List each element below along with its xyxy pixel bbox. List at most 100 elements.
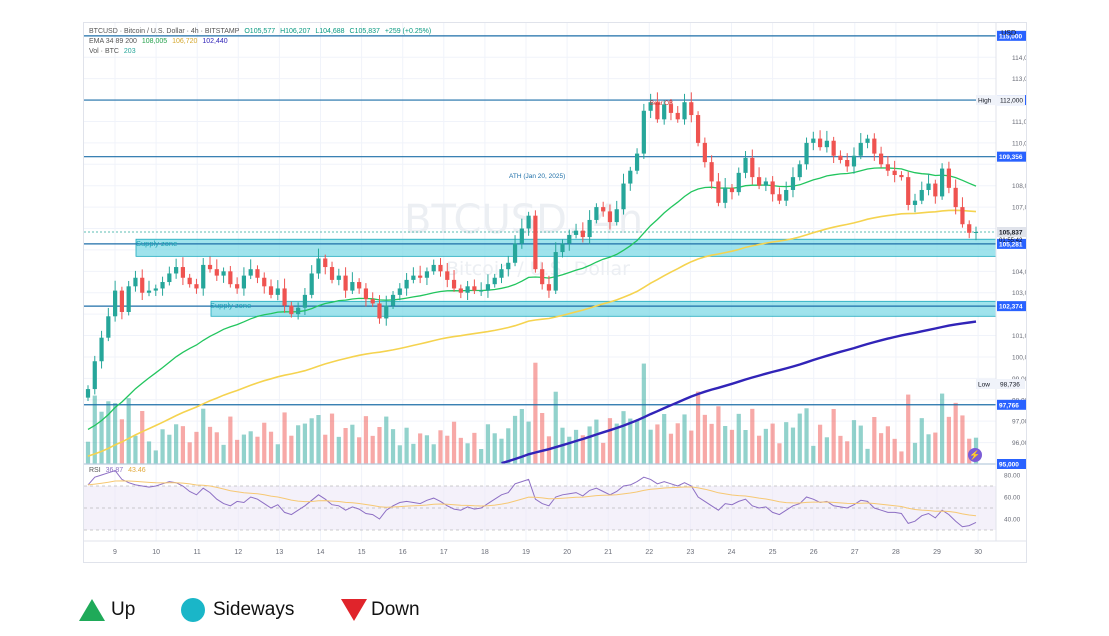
candle-body [790,177,796,190]
volume-bar [736,413,741,464]
candle-body [953,187,958,208]
currency-label[interactable]: USD [1001,30,1016,37]
chart-frame[interactable]: BTCUSD, 4h Bitcoin / U.S. Dollar Bear OB… [83,22,1027,563]
lightning-icon[interactable]: ⚡ [968,448,982,462]
volume-bar [336,436,341,464]
volume-bar [479,449,484,464]
candle-body [485,284,491,291]
price-label: 105,281 [999,241,1023,248]
candle-body [174,267,179,274]
volume-bar [397,445,402,464]
watermark-name: Bitcoin / U.S. Dollar [446,258,630,280]
volume-bar [655,424,660,464]
candle-body [912,200,918,205]
candle-body [817,138,823,148]
candle-body [668,104,674,113]
candle-body [919,189,924,201]
price-tick: 100,000 [1012,354,1026,361]
volume-bar [146,441,152,464]
candle-body [797,164,802,178]
candle-body [526,215,531,229]
volume-bar [404,427,409,464]
candle-body [438,264,443,272]
candle-body [784,189,789,201]
candle-body [750,157,755,178]
volume-bar [790,427,796,464]
candle-body [804,142,809,165]
candle-body [519,228,524,244]
candle-body [838,155,843,161]
volume-bar [302,423,308,464]
volume-bar [675,423,680,464]
volume-bar [424,435,430,464]
candle-body [133,277,138,287]
candle-body [309,273,314,295]
volume-bar [770,423,775,464]
candle-body [682,102,687,120]
candle-body [106,316,111,338]
candle-body [634,153,640,171]
volume-bar [357,437,362,464]
time-tick: 10 [152,549,160,556]
candle-body [323,258,328,268]
price-label-bg [997,30,1026,41]
price-tick: 111,000 [1012,119,1026,126]
volume-bar [282,412,287,464]
candle-body [573,230,579,235]
candle-body [201,264,206,289]
price-tick: 101,000 [1012,333,1026,340]
price-label-bg [997,227,1026,238]
price-tick: 97,000 [1012,419,1026,426]
candle-body [316,258,321,274]
legend-sideways: Sideways [181,596,294,624]
legend-up: Up [79,596,135,624]
ohlc-change: +259 (+0.25%) [384,28,432,35]
volume-bar [838,435,843,464]
volume-bar [465,443,470,464]
rsi-tick: 80.00 [1004,473,1021,480]
candle-body [763,181,768,186]
candle-body [85,389,91,398]
candle-body [756,177,762,186]
candle-body [885,164,890,171]
candle-body [194,284,199,289]
candle-body [729,187,735,193]
time-tick: 14 [317,549,325,556]
volume-bar [960,415,965,464]
time-tick: 22 [645,549,653,556]
candle-body [167,273,172,283]
chart-canvas[interactable]: BTCUSD, 4h Bitcoin / U.S. Dollar Bear OB… [84,23,1026,562]
volume-bar [140,411,145,464]
supply-zone-label-2: Supply zone [210,301,251,310]
volume-bar [377,427,382,464]
volume-legend: Vol · BTC 203 [89,48,139,55]
volume-bar [912,442,918,464]
candle-body [262,277,267,287]
rsi-ma-line [87,480,977,517]
volume-bar [343,428,348,464]
symbol-line: BTCUSD · Bitcoin / U.S. Dollar · 4h · BI… [89,28,240,35]
volume-bar [512,415,518,464]
volume-bar [695,391,701,464]
candle-body [777,194,782,201]
price-tick: 114,000 [1012,55,1026,62]
volume-bar [594,419,599,464]
candle-body [228,271,233,285]
ohlc-open: O105,577 [244,28,276,35]
candle-body [587,219,592,238]
volume-bar [784,422,789,464]
volume-bar [682,414,687,464]
volume-bar [92,395,97,464]
volume-bar [845,441,850,464]
ema89-line [87,209,977,457]
candle-body [540,269,545,285]
volume-bar [126,398,131,464]
volume-bar [499,438,504,464]
volume-bar [716,406,721,464]
high-label: High [978,98,992,105]
candle-body [601,207,606,212]
low-value: 98,736 [1000,382,1020,389]
rsi-value: 36.87 [105,467,124,474]
volume-bar [926,434,931,464]
volume-bar [817,424,823,464]
